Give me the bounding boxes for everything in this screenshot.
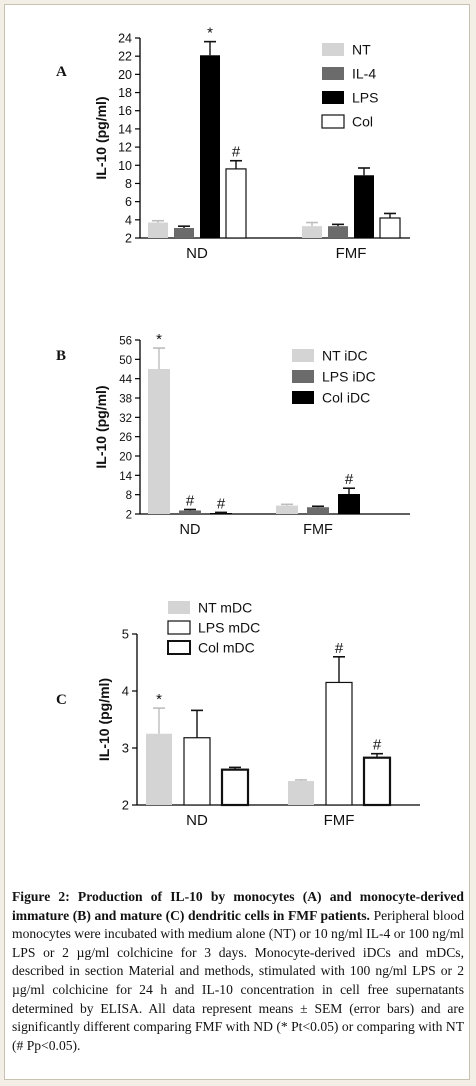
panel-c-legend-label: Col mDC (198, 640, 255, 656)
panel-b-y-tick-label: 8 (126, 490, 132, 502)
panel-a-y-tick-label: 14 (118, 122, 132, 136)
panel-c-category-label: ND (186, 812, 208, 829)
panel-b-y-tick-label: 56 (119, 336, 132, 348)
panel-b-y-tick-label: 20 (119, 452, 132, 464)
caption-title: Figure 2: Production of IL-10 by monocyt… (12, 889, 464, 923)
panel-a-significance-mark: # (232, 144, 241, 161)
panel-c-category-label: FMF (324, 812, 355, 829)
panel-c-legend-swatch (167, 620, 191, 635)
panel-a-y-tick-label: 10 (118, 159, 132, 173)
panel-b-y-tick-label: 26 (119, 432, 132, 444)
panel-b-significance-mark: # (217, 495, 226, 512)
panel-b-y-tick-label: 38 (119, 394, 132, 406)
panel-b-category-label: ND (180, 522, 201, 538)
panel-a-legend-swatch (322, 43, 344, 56)
panel-b-y-tick-label: 50 (119, 355, 132, 367)
panel-b-bar-nd-0 (148, 369, 170, 514)
panel-b-y-tick-label: 44 (119, 374, 132, 386)
panel-a-bar-nd-0 (148, 222, 168, 238)
panel-c-y-tick-label: 5 (122, 627, 129, 642)
panel-c-significance-mark: # (335, 640, 344, 657)
panel-c-y-tick-label: 3 (122, 741, 129, 756)
panel-a-legend-label: NT (352, 42, 371, 58)
panel-a-significance-mark: * (207, 25, 213, 42)
panel-a-y-tick-label: 20 (118, 68, 132, 82)
panel-a-y-tick-label: 22 (118, 50, 132, 64)
panel-c-y-tick-label: 4 (122, 684, 129, 699)
panel-b-legend-label: NT iDC (322, 348, 368, 364)
panel-a-bar-nd-3 (225, 168, 247, 239)
panel-c-significance-mark: * (156, 691, 162, 708)
panel-b-legend-swatch (292, 391, 314, 404)
panel-b-y-tick-label: 14 (119, 471, 132, 483)
panel-a-y-tick-label: 8 (125, 177, 132, 191)
panel-a-y-tick-label: 16 (118, 104, 132, 118)
panel-c-bar-fmf-1 (325, 681, 353, 806)
panel-a-legend-swatch (322, 67, 344, 80)
panel-a-category-label: FMF (336, 245, 367, 262)
panel-a-y-tick-label: 6 (125, 195, 132, 209)
panel-c-bar-nd-1 (183, 737, 211, 806)
panel-a-bar-fmf-1 (328, 226, 348, 238)
panel-a-y-tick-label: 18 (118, 86, 132, 100)
panel-a-y-tick-label: 2 (125, 232, 132, 246)
panel-a-category-label: ND (186, 245, 208, 262)
panel-c-bar-fmf-2 (362, 756, 392, 807)
panel-b-bar-fmf-2 (338, 494, 360, 514)
panel-c-y-tick-label: 2 (122, 798, 129, 813)
panel-a-y-tick-label: 4 (125, 213, 132, 227)
panel-c-legend-swatch (168, 601, 190, 614)
panel-c-legend-label: LPS mDC (198, 620, 260, 636)
panel-b-bar-fmf-1 (307, 507, 329, 514)
panel-b-legend-swatch (292, 370, 314, 383)
panel-c-bar-nd-0 (146, 733, 172, 805)
panel-b-legend-label: LPS iDC (322, 369, 376, 385)
panel-b-y-tick-label: 32 (119, 413, 132, 425)
panel-c-legend-swatch (167, 640, 191, 655)
caption-body: Peripheral blood monocytes were incubate… (12, 907, 465, 1053)
panel-b-bar-nd-2 (210, 513, 232, 514)
panel-c-legend-label: NT mDC (198, 600, 252, 616)
panel-a-bar-fmf-3 (379, 217, 401, 239)
panel-b-legend-swatch (292, 349, 314, 362)
panel-b-chart: B 2 8 14 20 26 32 38 44 50 56 IL-10 (pg/ml) * # # ND # FM… (56, 331, 410, 538)
panel-b-significance-mark: * (156, 331, 162, 348)
panel-a-legend-swatch (322, 91, 344, 104)
panel-c-label: C (56, 692, 67, 708)
panel-c-bar-fmf-0 (288, 781, 314, 805)
panel-a-bar-nd-2 (200, 55, 220, 238)
panel-a-y-tick-label: 24 (118, 32, 132, 46)
panel-a-legend-label: IL-4 (352, 66, 376, 82)
panel-c-significance-mark: # (373, 737, 382, 754)
figure-caption: Figure 2: Production of IL-10 by monocyt… (12, 888, 464, 1055)
panel-c-chart: C 2 3 4 5 IL-10 (pg/ml) * ND # # FMF NT mDC LPS mDC C… (56, 600, 420, 829)
panel-b-category-label: FMF (303, 522, 333, 538)
panel-b-significance-mark: # (345, 471, 354, 488)
panel-b-label: B (56, 348, 66, 364)
panel-c-bar-nd-2 (220, 768, 250, 807)
panel-a-legend-swatch (321, 114, 345, 129)
panel-a-legend-label: Col (352, 114, 373, 130)
panel-a-y-axis-label: IL-10 (pg/ml) (93, 96, 109, 179)
panel-b-y-axis-label: IL-10 (pg/ml) (93, 385, 109, 468)
panel-c-y-axis-label: IL-10 (pg/ml) (96, 678, 112, 761)
panel-a-label: A (56, 64, 67, 80)
panel-b-bar-fmf-0 (276, 505, 298, 514)
panel-a-bar-fmf-0 (302, 226, 322, 238)
panel-a-y-tick-label: 12 (118, 141, 132, 155)
panel-b-significance-mark: # (186, 492, 195, 509)
panel-b-legend-label: Col iDC (322, 390, 370, 406)
panel-a-legend-label: LPS (352, 90, 378, 106)
panel-a-bar-fmf-2 (354, 175, 374, 238)
panel-a-bar-nd-1 (174, 228, 194, 238)
panel-b-y-tick-label: 2 (126, 510, 132, 522)
panel-b-bar-nd-1 (179, 510, 201, 514)
